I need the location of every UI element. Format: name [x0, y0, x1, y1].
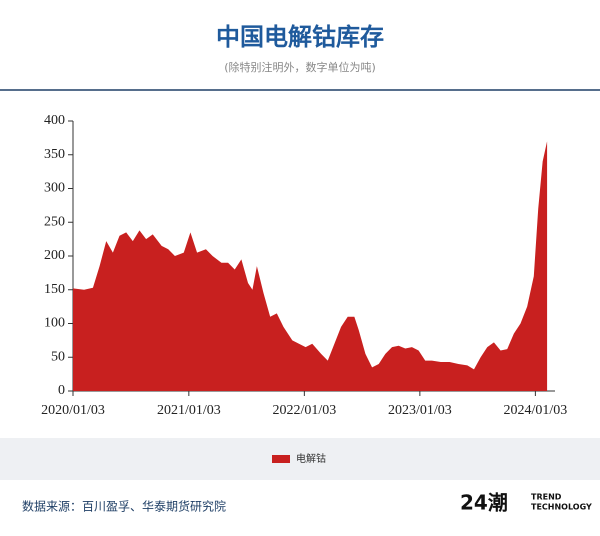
logo: 24潮 [460, 491, 508, 515]
x-tick-label: 2022/01/03 [272, 403, 336, 418]
y-tick-label: 300 [44, 181, 65, 196]
logo-line: TECHNOLOGY [531, 503, 592, 512]
legend-swatch [272, 455, 290, 463]
legend-label: 电解钴 [296, 452, 326, 465]
source: 数据来源：百川盈孚、华泰期货研究院 [22, 499, 226, 514]
legend-band [0, 438, 600, 480]
x-tick-label: 2023/01/03 [388, 403, 452, 418]
y-tick-label: 400 [44, 113, 65, 128]
footer [0, 480, 600, 536]
y-tick-label: 250 [44, 214, 65, 229]
y-tick-label: 0 [58, 383, 65, 398]
chart-subtitle: (除特别注明外，数字单位为吨) [224, 60, 376, 74]
x-tick-label: 2024/01/03 [503, 403, 567, 418]
y-tick-label: 100 [44, 316, 65, 331]
x-tick-label: 2020/01/03 [41, 403, 105, 418]
y-tick-label: 350 [44, 147, 65, 162]
logo-line: TREND [531, 493, 562, 502]
y-tick-label: 150 [44, 282, 65, 297]
chart-title: 中国电解钴库存 [216, 23, 384, 51]
x-tick-label: 2021/01/03 [157, 403, 221, 418]
y-tick-label: 200 [44, 248, 65, 263]
area [73, 141, 548, 391]
y-tick-label: 50 [51, 349, 65, 364]
